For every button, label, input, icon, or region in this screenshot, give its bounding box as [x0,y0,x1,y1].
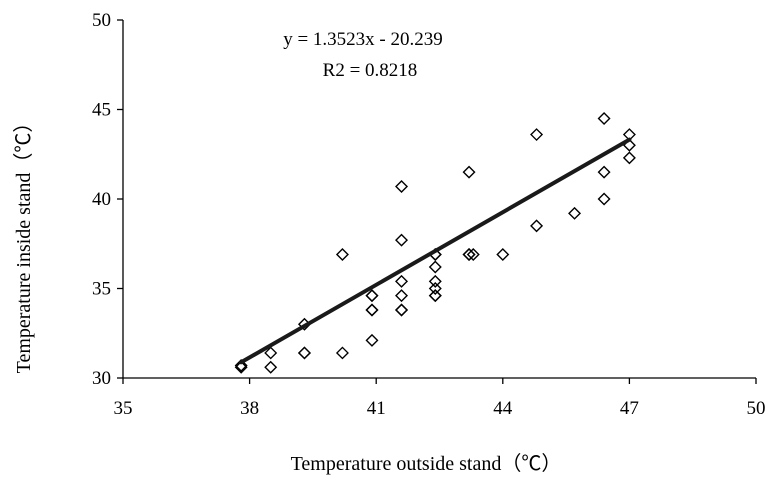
x-tick-label: 50 [747,398,766,419]
y-tick-label: 35 [92,279,111,300]
data-point [234,360,248,374]
data-point [597,111,611,125]
data-point [530,128,544,142]
data-point [335,248,349,261]
data-point [462,248,476,261]
data-point [428,260,442,274]
data-point [428,274,442,288]
data-point [395,179,409,193]
data-points [234,111,636,374]
data-point [365,289,379,303]
data-point [462,165,476,179]
data-point [234,358,248,372]
axes [117,19,757,384]
data-point [462,248,476,261]
trendline-equation: y = 1.3523x - 20.239 [283,29,443,50]
data-point [297,346,311,360]
data-point [335,346,349,360]
data-point [365,333,379,347]
data-point [622,151,636,165]
data-point [365,303,379,317]
data-point [395,289,409,303]
y-tick-label: 50 [92,10,111,31]
data-point [597,192,611,206]
data-point [264,346,278,360]
data-point [395,274,409,288]
data-point [395,303,409,317]
data-point [597,165,611,179]
x-tick-label: 41 [367,398,386,419]
data-point [428,289,442,303]
x-tick-label: 35 [114,398,133,419]
y-tick-label: 30 [92,368,111,389]
y-tick-label: 45 [92,100,111,121]
x-tick-label: 38 [240,398,259,419]
data-point [496,248,510,261]
data-point [365,303,379,317]
y-axis-title: Temperature inside stand（℃） [12,113,35,374]
data-point [395,303,409,317]
data-point [395,233,409,247]
trendline-r2: R2 = 0.8218 [323,60,418,81]
trendline [239,137,632,365]
x-tick-label: 44 [493,398,513,419]
data-point [568,206,582,220]
data-point [530,219,544,233]
data-point [466,248,480,261]
data-point [297,346,311,360]
y-tick-label: 40 [92,189,111,210]
data-point [365,289,379,303]
data-point [428,289,442,303]
x-tick-label: 47 [620,398,639,419]
data-point [264,360,278,374]
x-axis-title: Temperature outside stand（℃） [291,452,562,475]
data-point [428,282,442,295]
